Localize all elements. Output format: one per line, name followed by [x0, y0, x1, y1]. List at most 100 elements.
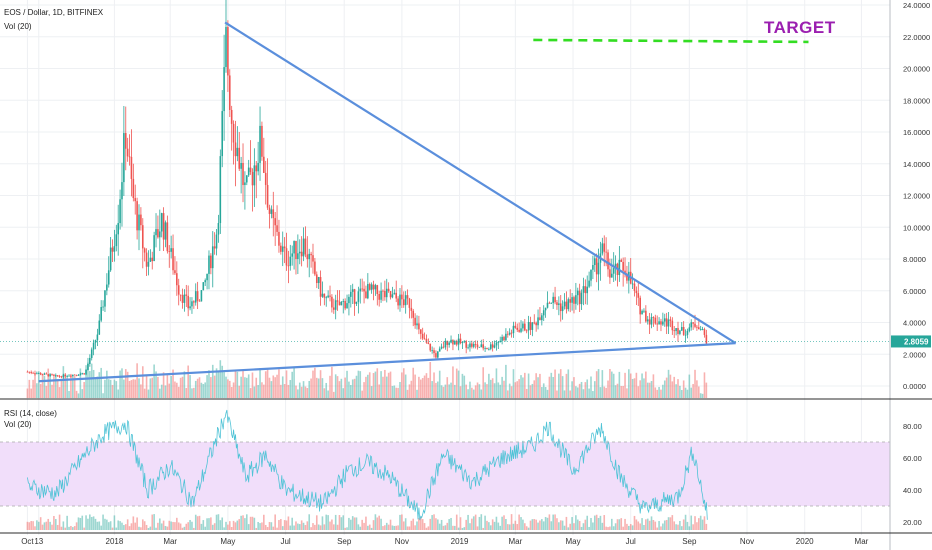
- volume-bar: [193, 387, 195, 398]
- candle-body: [692, 322, 694, 324]
- candle-body: [353, 289, 356, 304]
- volume-bar: [66, 377, 68, 398]
- volume-bar: [457, 370, 460, 398]
- volume-bar: [85, 365, 87, 398]
- rsi-volume-bar: [497, 522, 500, 530]
- volume-bar: [168, 383, 171, 398]
- volume-bar: [459, 386, 462, 398]
- candle-body: [380, 290, 382, 300]
- candle-body: [478, 346, 481, 348]
- volume-bar: [612, 373, 615, 398]
- rsi-volume-bar: [654, 521, 657, 530]
- rsi-volume-bar: [230, 527, 233, 530]
- volume-bar: [268, 377, 271, 398]
- rsi-volume-bar: [391, 525, 394, 530]
- rsi-volume-bar: [124, 524, 127, 530]
- volume-bar: [384, 369, 386, 398]
- candle-body: [310, 253, 312, 256]
- volume-bar: [550, 372, 553, 398]
- rsi-volume-bar: [348, 517, 350, 530]
- candle-body: [658, 321, 660, 325]
- rsi-volume-bar: [459, 517, 462, 530]
- volume-bar: [650, 381, 653, 398]
- volume-bar: [648, 382, 651, 398]
- rsi-volume-bar: [141, 519, 144, 530]
- volume-bar: [159, 388, 161, 398]
- volume-bar: [663, 380, 666, 398]
- candle-body: [684, 334, 687, 336]
- candle-body: [503, 336, 505, 341]
- candle-body: [357, 291, 360, 302]
- volume-bar: [96, 376, 99, 398]
- candle-body: [323, 293, 326, 298]
- candle-body: [368, 284, 371, 290]
- volume-bar: [395, 387, 398, 398]
- rsi-volume-bar: [361, 519, 363, 530]
- volume-bar: [77, 393, 80, 398]
- candle-body: [679, 330, 681, 334]
- rsi-volume-bar: [94, 518, 97, 530]
- rsi-volume-bar: [70, 525, 72, 530]
- volume-bar: [230, 387, 233, 398]
- candle-body: [147, 261, 150, 267]
- volume-bar: [283, 384, 286, 398]
- volume-bar: [81, 389, 84, 398]
- volume-bar: [565, 373, 568, 398]
- rsi-volume-bar: [28, 522, 31, 530]
- candle-body: [667, 319, 670, 327]
- volume-bar: [211, 364, 214, 398]
- candle-body: [126, 148, 129, 157]
- time-tick-label: Nov: [395, 537, 409, 546]
- rsi-volume-bar: [397, 525, 399, 530]
- rsi-volume-bar: [378, 515, 380, 530]
- rsi-volume-bar: [123, 525, 125, 530]
- volume-bar: [317, 378, 320, 398]
- rsi-volume-bar: [531, 519, 534, 530]
- volume-bar: [408, 384, 411, 398]
- volume-bar: [208, 370, 210, 398]
- candle-body: [527, 321, 530, 331]
- rsi-volume-bar: [367, 525, 369, 530]
- volume-bar: [624, 372, 626, 398]
- candle-body: [179, 294, 182, 296]
- volume-bar: [295, 385, 297, 398]
- candle-body: [406, 295, 409, 299]
- volume-bar: [60, 380, 63, 398]
- volume-bar: [472, 389, 475, 398]
- rsi-volume-bar: [109, 521, 112, 530]
- candle-body: [58, 376, 61, 378]
- candle-body: [497, 342, 500, 343]
- candle-body: [183, 294, 186, 303]
- candle-body: [56, 375, 59, 377]
- volume-bar: [699, 393, 702, 398]
- candle-body: [609, 269, 611, 278]
- volume-bar: [518, 379, 520, 398]
- candle-body: [79, 373, 82, 375]
- candle-body: [141, 225, 144, 249]
- rsi-volume-bar: [503, 515, 505, 530]
- volume-bar: [357, 370, 360, 398]
- candle-body: [488, 348, 490, 350]
- rsi-volume-bar: [395, 525, 398, 530]
- rsi-volume-bar: [535, 519, 537, 530]
- rsi-volume-bar: [680, 526, 683, 530]
- rsi-volume-bar: [629, 524, 632, 530]
- candle-body: [219, 156, 222, 224]
- candle-body: [454, 340, 456, 345]
- price-tick-label: 22.0000: [903, 33, 930, 42]
- volume-bar: [194, 380, 197, 398]
- rsi-volume-bar: [317, 524, 320, 530]
- rsi-indicator-label: RSI (14, close): [4, 409, 57, 418]
- rsi-volume-bar: [576, 519, 579, 530]
- candle-body: [592, 265, 594, 270]
- candle-body: [34, 373, 36, 375]
- volume-bar: [438, 370, 441, 398]
- target-annotation: TARGET: [764, 18, 836, 37]
- rsi-volume-bar: [204, 526, 206, 530]
- volume-bar: [351, 379, 354, 398]
- candle-body: [66, 376, 68, 377]
- volume-bar: [83, 382, 85, 398]
- rsi-volume-bar: [162, 520, 165, 530]
- candle-body: [202, 282, 205, 291]
- rsi-volume-bar: [520, 517, 522, 530]
